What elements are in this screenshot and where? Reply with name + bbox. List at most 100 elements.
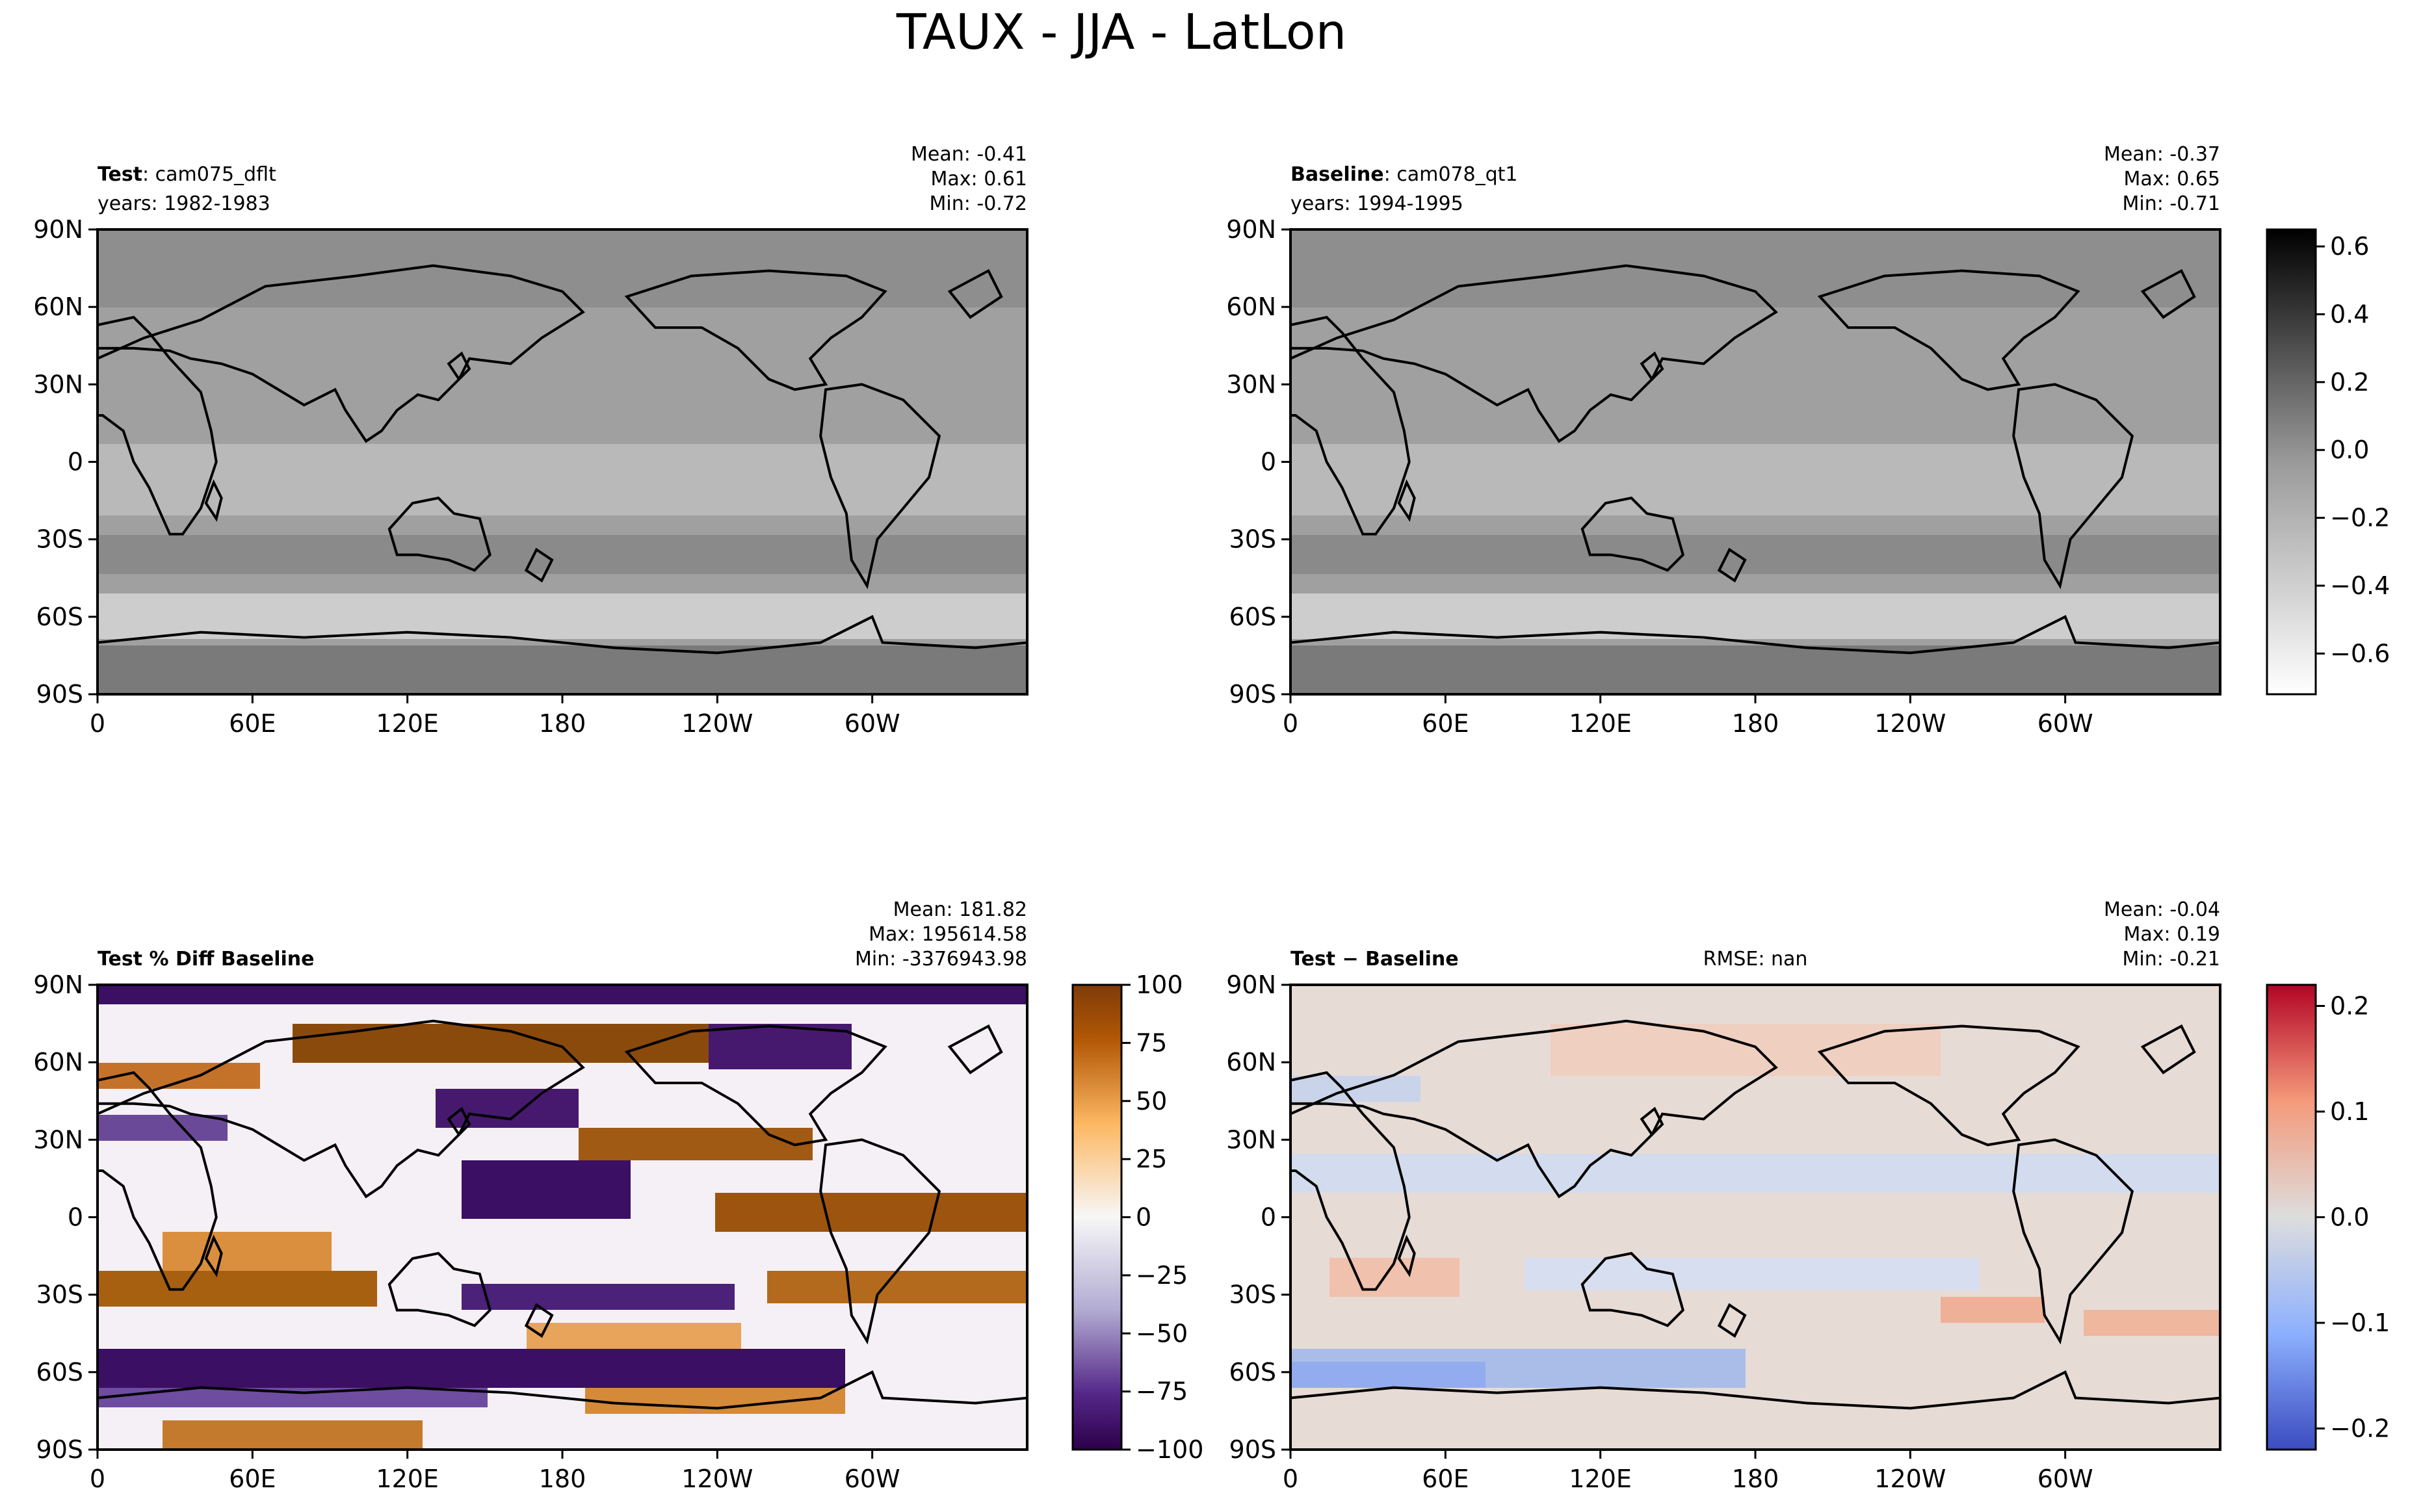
panel-baseline-ytick-label: 60S — [1229, 603, 1276, 631]
panel-diff-stat: Min: -0.21 — [2123, 948, 2221, 971]
panel-diff-ytick-label: 0 — [1261, 1203, 1276, 1232]
colorbar-pctdiff — [1071, 984, 1123, 1451]
panel-diff-ytick-label: 30N — [1226, 1125, 1276, 1154]
panel-pctdiff-plot-area — [96, 985, 1028, 1451]
colorbar-baseline-tick-label: −0.2 — [2330, 504, 2390, 532]
panel-test-subtitle: years: 1982-1983 — [98, 192, 270, 215]
colorbar-diff-tick-label: 0.2 — [2330, 992, 2369, 1021]
panel-test-ytick-label: 30S — [36, 525, 83, 554]
panel-baseline-stat: Mean: -0.37 — [2104, 143, 2220, 166]
panel-baseline-ytick-label: 60N — [1226, 293, 1276, 321]
colorbar-pctdiff-tick-label: 100 — [1136, 971, 1183, 999]
panel-diff-plot-area — [1289, 985, 2221, 1451]
panel-pctdiff-xtick-label: 120W — [681, 1465, 753, 1493]
panel-test-stat: Mean: -0.41 — [911, 143, 1027, 166]
colorbar-pctdiff-tick-label: −75 — [1136, 1377, 1188, 1406]
panel-pctdiff-ytick-label: 90N — [33, 971, 83, 999]
panel-diff-ytick-label: 90N — [1226, 971, 1276, 999]
colorbar-baseline-tick-label: 0.6 — [2330, 232, 2369, 261]
panel-test-xtick-label: 0 — [90, 709, 105, 738]
panel-test-ytick-label: 90N — [33, 215, 83, 244]
panel-test-ytick-label: 30N — [33, 370, 83, 398]
colorbar-baseline-tick-label: 0.2 — [2330, 368, 2369, 397]
panel-baseline-stat: Max: 0.65 — [2124, 168, 2220, 190]
panel-pctdiff-ytick-label: 30N — [33, 1125, 83, 1154]
panel-diff-xtick-label: 0 — [1283, 1465, 1298, 1493]
colorbar-diff-tick-label: −0.2 — [2330, 1414, 2390, 1443]
panel-test-ytick-label: 0 — [68, 448, 83, 476]
panel-baseline — [1289, 229, 2221, 696]
panel-diff-xtick-label: 180 — [1732, 1465, 1779, 1493]
panel-diff-ytick-label: 60N — [1226, 1048, 1276, 1076]
panel-diff — [1289, 985, 2221, 1451]
colorbar-pctdiff-tick-label: 0 — [1136, 1203, 1151, 1232]
panel-diff-ytick-label: 30S — [1229, 1281, 1276, 1309]
colorbar-diff-tick-label: 0.0 — [2330, 1203, 2369, 1232]
panel-baseline-xtick-label: 60E — [1422, 709, 1469, 738]
panel-test-plot-area — [96, 229, 1028, 696]
panel-baseline-xtick-label: 120E — [1569, 709, 1632, 738]
panel-baseline-subtitle: years: 1994-1995 — [1290, 192, 1463, 215]
panel-baseline-xtick-label: 60W — [2037, 709, 2093, 738]
panel-test-ytick-label: 60S — [36, 603, 83, 631]
colorbar-diff-tick-label: −0.1 — [2330, 1309, 2390, 1337]
panel-test-xtick-label: 60W — [845, 709, 900, 738]
panel-diff-rmse: RMSE: nan — [1703, 948, 1808, 971]
panel-pctdiff-ytick-label: 60N — [33, 1048, 83, 1076]
panel-diff-title: Test − Baseline — [1290, 948, 1459, 971]
colorbar-pctdiff-tick-label: −100 — [1136, 1435, 1203, 1464]
panel-baseline-ytick-label: 90N — [1226, 215, 1276, 244]
panel-test-title: Test: cam075_dflt — [98, 163, 276, 186]
panel-baseline-stat: Min: -0.71 — [2123, 192, 2221, 215]
colorbar-greys — [2266, 228, 2317, 696]
panel-test-xtick-label: 180 — [539, 709, 586, 738]
panel-baseline-xtick-label: 120W — [1874, 709, 1946, 738]
panel-test — [96, 229, 1028, 696]
panel-test-xtick-label: 120W — [681, 709, 753, 738]
panel-pctdiff-xtick-label: 180 — [539, 1465, 586, 1493]
panel-baseline-ytick-label: 0 — [1261, 448, 1276, 476]
panel-diff-stat: Mean: -0.04 — [2104, 898, 2220, 921]
panel-pctdiff-ytick-label: 0 — [68, 1203, 83, 1232]
panel-test-ytick-label: 60N — [33, 293, 83, 321]
panel-baseline-ytick-label: 90S — [1229, 680, 1276, 709]
colorbar-diff-bar — [2266, 984, 2317, 1451]
colorbar-pctdiff-tick-label: −25 — [1136, 1261, 1188, 1290]
panel-baseline-xtick-label: 0 — [1283, 709, 1298, 738]
panel-test-stat: Max: 0.61 — [931, 168, 1027, 190]
colorbar-pctdiff-tick-label: −50 — [1136, 1319, 1188, 1348]
panel-diff-xtick-label: 120W — [1874, 1465, 1946, 1493]
colorbar-baseline-tick-label: −0.6 — [2330, 639, 2390, 668]
colorbar-pctdiff-bar — [1071, 984, 1123, 1451]
panel-diff-ytick-label: 90S — [1229, 1435, 1276, 1464]
panel-baseline-ytick-label: 30N — [1226, 370, 1276, 398]
panel-pctdiff-xtick-label: 120E — [376, 1465, 439, 1493]
panel-diff-ytick-label: 60S — [1229, 1358, 1276, 1387]
panel-pctdiff-xtick-label: 60W — [845, 1465, 900, 1493]
panel-baseline-title: Baseline: cam078_qt1 — [1290, 163, 1518, 186]
figure-title: TAUX - JJA - LatLon — [896, 3, 1346, 60]
colorbar-diff — [2266, 984, 2317, 1451]
panel-pctdiff-stat: Min: -3376943.98 — [855, 948, 1027, 971]
colorbar-pctdiff-tick-label: 75 — [1136, 1028, 1167, 1057]
panel-pctdiff-title: Test % Diff Baseline — [98, 948, 315, 971]
panel-baseline-ytick-label: 30S — [1229, 525, 1276, 554]
colorbar-greys-bar — [2266, 228, 2317, 696]
panel-test-stat: Min: -0.72 — [930, 192, 1028, 215]
panel-pctdiff-ytick-label: 30S — [36, 1281, 83, 1309]
panel-pctdiff-stat: Mean: 181.82 — [893, 898, 1027, 921]
panel-pctdiff-ytick-label: 90S — [36, 1435, 83, 1464]
colorbar-pctdiff-tick-label: 25 — [1136, 1145, 1167, 1173]
panel-diff-stat: Max: 0.19 — [2124, 923, 2220, 946]
panel-pctdiff-ytick-label: 60S — [36, 1358, 83, 1387]
colorbar-baseline-tick-label: 0.4 — [2330, 300, 2369, 328]
panel-pctdiff-xtick-label: 0 — [90, 1465, 105, 1493]
panel-test-xtick-label: 60E — [229, 709, 276, 738]
panel-pctdiff-stat: Max: 195614.58 — [869, 923, 1027, 946]
panel-baseline-xtick-label: 180 — [1732, 709, 1779, 738]
panel-diff-xtick-label: 60E — [1422, 1465, 1469, 1493]
colorbar-pctdiff-tick-label: 50 — [1136, 1087, 1167, 1115]
colorbar-baseline-tick-label: −0.4 — [2330, 571, 2390, 600]
panel-baseline-plot-area — [1289, 229, 2221, 696]
